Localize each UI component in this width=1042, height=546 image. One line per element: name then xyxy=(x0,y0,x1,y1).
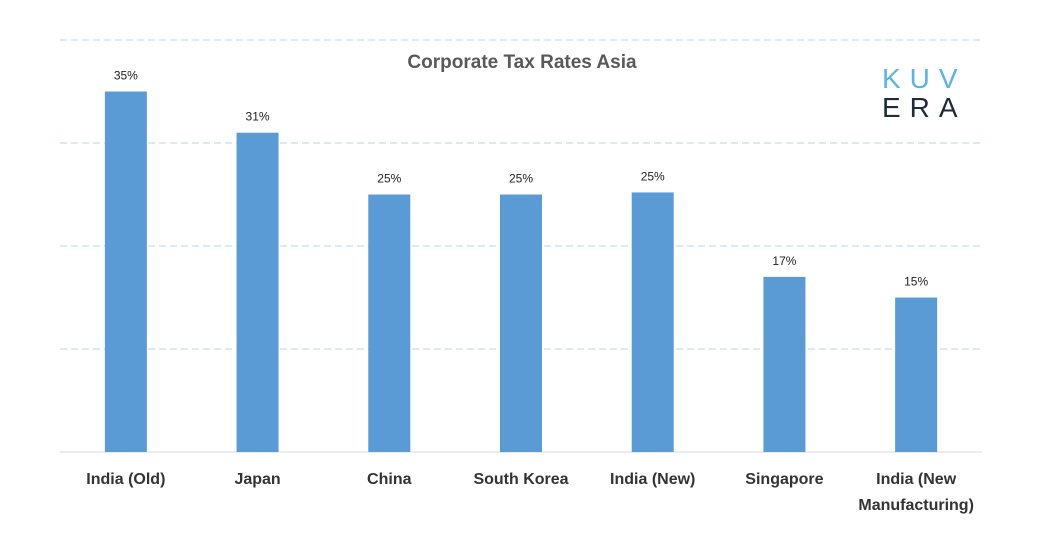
category-label: South Korea xyxy=(473,471,568,488)
data-label: 31% xyxy=(246,110,270,124)
category-label: Singapore xyxy=(745,471,823,488)
category-label: India (New) xyxy=(610,471,695,488)
bar xyxy=(895,297,938,452)
chart-title: Corporate Tax Rates Asia xyxy=(407,52,637,73)
bar xyxy=(631,192,674,452)
data-labels: 35% 31% 25% 25% 25% 17% 15% xyxy=(114,69,929,289)
data-label: 15% xyxy=(904,275,928,289)
category-label: India (Old) xyxy=(86,471,165,488)
data-label: 25% xyxy=(509,172,533,186)
kuvera-logo: KUV ERA xyxy=(882,63,967,123)
bars xyxy=(104,91,938,452)
logo-line-2: ERA xyxy=(882,92,967,123)
bar xyxy=(368,194,411,452)
category-label: India (New xyxy=(876,471,957,488)
bar xyxy=(763,276,806,452)
logo-line-1: KUV xyxy=(882,63,967,94)
bar xyxy=(500,194,542,452)
data-label: 17% xyxy=(772,254,796,268)
category-label: China xyxy=(367,471,412,488)
data-label: 35% xyxy=(114,69,138,83)
category-label: Manufacturing) xyxy=(858,497,974,514)
data-label: 25% xyxy=(377,172,401,186)
data-label: 25% xyxy=(641,169,665,183)
bar xyxy=(104,91,147,452)
category-label: Japan xyxy=(234,471,280,488)
category-labels: India (Old) Japan China South Korea India (N… xyxy=(86,471,974,514)
bar xyxy=(236,132,279,452)
